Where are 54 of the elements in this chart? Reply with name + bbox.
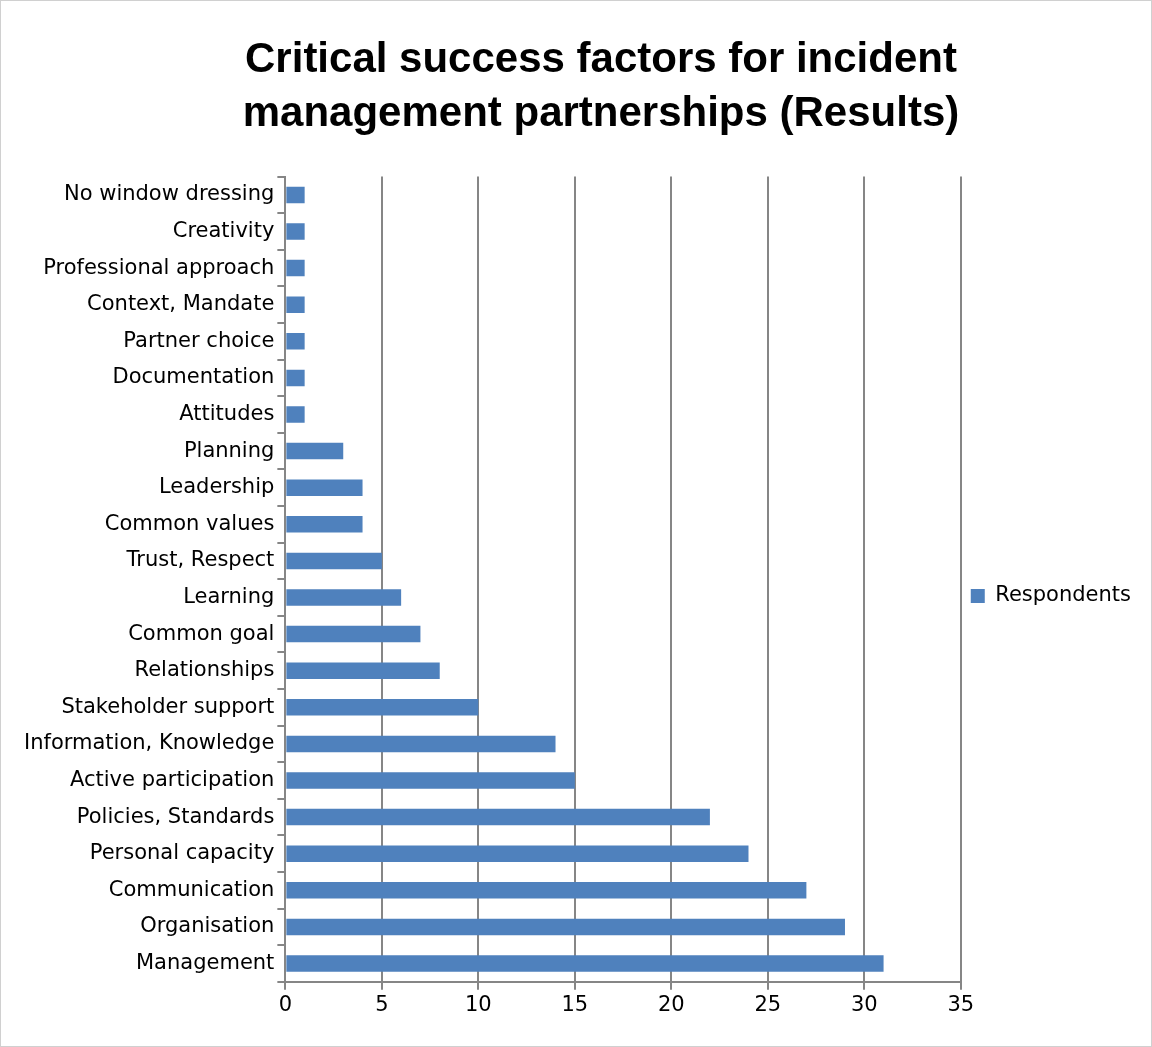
chart-title: Critical success factors for incident management partnerships (Results) — [241, 33, 961, 137]
bar — [286, 296, 305, 313]
x-tick-label: 5 — [375, 991, 389, 1016]
y-tick-label: Creativity — [172, 217, 275, 242]
x-tick-label: 25 — [754, 991, 782, 1016]
y-tick-label: Context, Mandate — [87, 291, 275, 316]
y-tick-label: Planning — [183, 437, 275, 462]
y-tick-label: Professional approach — [43, 254, 275, 279]
x-tick-label: 35 — [947, 991, 975, 1016]
x-tick-label: 0 — [278, 991, 293, 1016]
y-tick-label: Attitudes — [179, 400, 275, 425]
bar — [286, 589, 402, 606]
bar — [286, 186, 305, 204]
y-tick-label: Organisation — [140, 913, 275, 938]
y-tick-label: Trust, Respect — [125, 547, 275, 572]
bar — [286, 369, 305, 387]
bar — [286, 882, 807, 899]
bar — [286, 772, 575, 789]
bar — [286, 552, 382, 570]
y-tick-label: Management — [136, 949, 275, 974]
y-tick-label: Documentation — [112, 364, 275, 389]
y-tick-label: No window dressing — [63, 181, 275, 206]
y-tick-label: Personal capacity — [89, 840, 275, 865]
y-tick-label: Leadership — [158, 474, 275, 499]
bar — [286, 735, 556, 753]
y-tick-label: Stakeholder support — [61, 693, 275, 718]
y-tick-label: Active participation — [70, 766, 275, 791]
x-tick-label: 10 — [464, 991, 492, 1016]
bar — [286, 699, 479, 716]
y-tick-label: Learning — [183, 583, 275, 608]
bar — [286, 625, 421, 643]
bar — [286, 808, 710, 826]
bar — [286, 259, 305, 277]
bar — [286, 406, 305, 423]
y-tick-label: Common goal — [128, 620, 275, 645]
bar — [286, 516, 363, 533]
y-tick-label: Common values — [104, 510, 275, 535]
x-tick-label: 30 — [850, 991, 878, 1016]
bar — [286, 442, 344, 460]
bar — [286, 479, 363, 496]
y-tick-label: Relationships — [134, 657, 275, 682]
bar — [286, 223, 305, 240]
bar — [286, 333, 305, 350]
x-tick-label: 15 — [561, 991, 589, 1016]
y-tick-label: Communication — [108, 876, 275, 901]
y-tick-label: Policies, Standards — [76, 803, 275, 828]
bar — [286, 845, 749, 862]
y-tick-label: Partner choice — [123, 327, 275, 352]
x-tick-label: 20 — [657, 991, 685, 1016]
bar — [286, 662, 440, 679]
y-tick-label: Information, Knowledge — [23, 730, 275, 755]
bar — [286, 918, 845, 936]
legend-label: Respondents — [995, 582, 1131, 607]
bar — [286, 955, 884, 972]
